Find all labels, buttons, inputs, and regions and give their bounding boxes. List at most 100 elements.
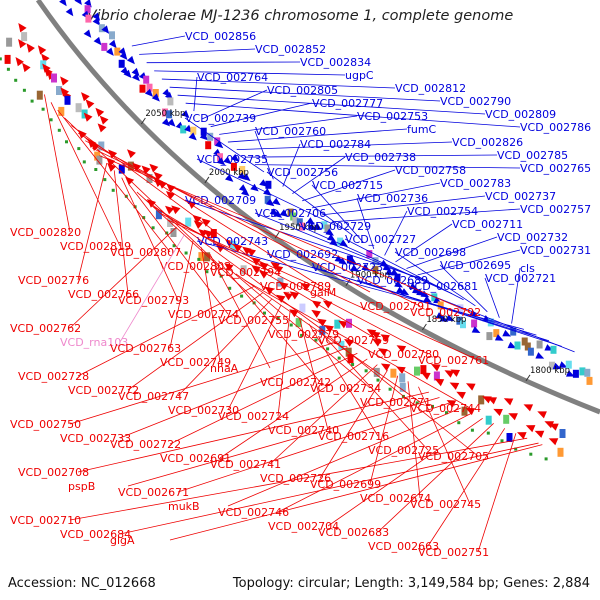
forward-label-leader bbox=[356, 279, 562, 347]
forward-gene-label: VCD_002753 bbox=[357, 110, 428, 123]
reverse-gene-arrow bbox=[366, 329, 377, 337]
forward-label-leader bbox=[311, 182, 441, 209]
forward-gene-label: VCD_002711 bbox=[452, 218, 523, 231]
forward-gene-arrow bbox=[181, 110, 190, 119]
forward-gene-label: VCD_002743 bbox=[197, 235, 268, 248]
feature-block bbox=[162, 108, 168, 117]
feature-block bbox=[200, 127, 207, 136]
reverse-gene-arrow bbox=[258, 270, 269, 279]
scale-mark-label: 1900 kbp bbox=[350, 271, 390, 281]
reverse-gene-arrow bbox=[203, 229, 213, 239]
feature-block bbox=[155, 210, 162, 220]
reverse-gene-label: VCD_002780 bbox=[368, 348, 439, 361]
forward-label-leader bbox=[184, 117, 265, 173]
scale-mark-label: 1850 kbp bbox=[426, 315, 466, 325]
reverse-gene-arrow bbox=[421, 372, 431, 380]
reverse-gene-arrow bbox=[487, 397, 497, 405]
forward-label-leader bbox=[219, 115, 358, 135]
reverse-gene-label: VCD_002772 bbox=[68, 384, 139, 397]
reverse-gene-arrow bbox=[380, 363, 391, 372]
reverse-label-leader bbox=[127, 397, 440, 487]
gc-marker bbox=[30, 99, 34, 103]
gc-marker bbox=[486, 431, 490, 435]
reverse-gene-label: VCD_002762 bbox=[10, 322, 81, 335]
forward-gene-arrow bbox=[471, 326, 481, 333]
feature-block bbox=[565, 360, 572, 369]
feature-block bbox=[296, 218, 303, 227]
scale-tick bbox=[274, 231, 280, 239]
reverse-gene-arrow bbox=[537, 411, 547, 419]
forward-gene-label: VCD_002727 bbox=[345, 233, 416, 246]
feature-block bbox=[346, 255, 353, 264]
forward-gene-label: VCD_002735 bbox=[197, 153, 268, 166]
forward-gene-arrow bbox=[108, 39, 117, 49]
gc-marker bbox=[364, 369, 368, 373]
feature-block bbox=[456, 316, 463, 325]
reverse-gene-label: VCD_002741 bbox=[210, 458, 281, 471]
reverse-gene-arrow bbox=[153, 171, 163, 181]
reverse-gene-arrow bbox=[127, 149, 136, 159]
reverse-gene-arrow bbox=[201, 218, 211, 227]
forward-label-leader bbox=[292, 156, 346, 195]
reverse-label-leader bbox=[219, 358, 368, 459]
reverse-gene-label: VCD_002766 bbox=[68, 288, 139, 301]
forward-gene-label: VCD_002706 bbox=[255, 207, 326, 220]
reverse-gene-arrow bbox=[158, 180, 168, 189]
reverse-gene-arrow bbox=[251, 265, 261, 274]
reverse-gene-label: VCD_002730 bbox=[168, 404, 239, 417]
reverse-gene-arrow bbox=[446, 400, 457, 408]
gc-marker bbox=[415, 401, 419, 405]
feature-block bbox=[101, 42, 108, 51]
gc-marker bbox=[228, 286, 232, 290]
forward-gene-arrow bbox=[101, 25, 110, 34]
reverse-gene-label: VCD_002663 bbox=[368, 540, 439, 553]
genome-summary-text: Topology: circular; Length: 3,149,584 bp… bbox=[232, 576, 590, 591]
reverse-label-leader bbox=[119, 233, 186, 343]
feature-block bbox=[461, 406, 468, 416]
feature-block bbox=[166, 110, 173, 119]
feature-block bbox=[109, 31, 115, 40]
forward-label-leader bbox=[511, 267, 521, 324]
reverse-gene-label: VCD_002791 bbox=[360, 300, 431, 313]
forward-label-leader bbox=[301, 169, 396, 202]
reverse-gene-arrow bbox=[141, 165, 151, 175]
feature-block bbox=[180, 125, 187, 134]
reverse-gene-arrow bbox=[192, 214, 202, 224]
reverse-gene-label: VCD_002763 bbox=[110, 342, 181, 355]
forward-gene-label: VCD_002757 bbox=[520, 203, 591, 216]
forward-gene-label: VCD_002695 bbox=[440, 259, 511, 272]
forward-gene-label: VCD_002834 bbox=[300, 56, 371, 69]
forward-label-leader bbox=[196, 158, 343, 230]
feature-block bbox=[167, 97, 174, 106]
reverse-gene-label: VCD_002724 bbox=[218, 410, 289, 423]
reverse-gene-arrow bbox=[525, 425, 536, 433]
reverse-gene-arrow bbox=[18, 23, 27, 33]
forward-gene-arrow bbox=[225, 174, 234, 182]
forward-gene-arrow bbox=[306, 217, 315, 225]
reverse-gene-label: VCD_002803 bbox=[160, 260, 231, 273]
forward-gene-arrow bbox=[132, 73, 140, 82]
feature-block bbox=[414, 366, 420, 376]
reverse-label-leader bbox=[308, 323, 379, 437]
gc-marker bbox=[197, 257, 201, 261]
reverse-gene-label: VCD_002742 bbox=[260, 376, 331, 389]
forward-gene-arrow bbox=[119, 51, 128, 60]
feature-block bbox=[420, 365, 427, 375]
reverse-gene-arrow bbox=[444, 370, 455, 378]
gc-marker bbox=[22, 88, 26, 92]
forward-gene-label: VCD_002738 bbox=[345, 151, 416, 164]
feature-block bbox=[230, 162, 237, 171]
forward-gene-label: VCD_002715 bbox=[312, 179, 383, 192]
forward-label-leader bbox=[395, 223, 453, 263]
reverse-gene-arrow bbox=[548, 438, 559, 446]
feature-block bbox=[478, 395, 485, 405]
forward-gene-label: fumC bbox=[407, 123, 437, 136]
feature-block bbox=[437, 301, 444, 310]
reverse-gene-label: VCD_002774 bbox=[168, 308, 239, 321]
forward-gene-arrow bbox=[394, 280, 403, 288]
reverse-gene-arrow bbox=[273, 265, 284, 274]
feature-block bbox=[185, 217, 192, 227]
feature-block bbox=[36, 90, 43, 100]
scale-mark-label: 1950 kbp bbox=[279, 223, 319, 233]
reverse-gene-arrow bbox=[517, 432, 527, 440]
